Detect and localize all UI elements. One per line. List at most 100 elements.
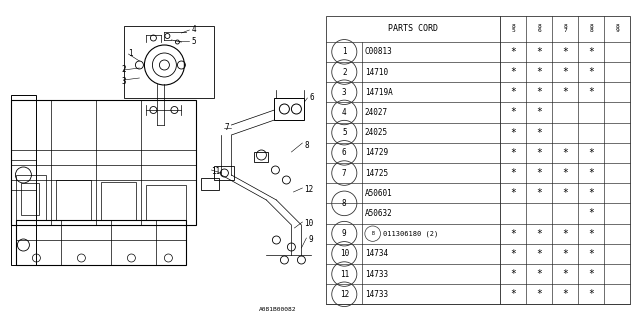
Text: *: * [510, 168, 516, 178]
Text: 14733: 14733 [365, 290, 388, 299]
Text: *: * [589, 269, 595, 279]
Text: 8: 8 [342, 199, 347, 208]
Text: 14734: 14734 [365, 249, 388, 258]
Text: 5: 5 [342, 128, 347, 137]
Text: *: * [510, 128, 516, 138]
Bar [124, 26, 214, 98]
Text: 8
5: 8 5 [511, 24, 515, 33]
Text: *: * [589, 249, 595, 259]
Text: *: * [563, 47, 568, 57]
Text: 14719A: 14719A [365, 88, 392, 97]
Text: *: * [536, 128, 542, 138]
Text: 4: 4 [191, 26, 196, 35]
Text: *: * [563, 249, 568, 259]
Text: 14733: 14733 [365, 269, 388, 279]
Bar [12, 95, 36, 265]
Text: *: * [589, 47, 595, 57]
Text: C00813: C00813 [365, 47, 392, 56]
Text: 7: 7 [225, 124, 229, 132]
Text: 8: 8 [305, 140, 309, 149]
Text: *: * [589, 208, 595, 219]
Bar [21, 183, 40, 215]
Text: *: * [510, 47, 516, 57]
Text: PARTS CORD: PARTS CORD [388, 24, 438, 33]
Text: *: * [563, 188, 568, 198]
Text: *: * [510, 108, 516, 117]
Text: *: * [563, 289, 568, 299]
Bar [56, 180, 92, 220]
Text: 11: 11 [211, 167, 221, 177]
Bar [17, 175, 47, 220]
Text: 9: 9 [308, 236, 313, 244]
Text: *: * [536, 87, 542, 97]
Text: 5: 5 [191, 37, 196, 46]
Text: *: * [536, 229, 542, 239]
Text: *: * [536, 148, 542, 158]
Bar [17, 220, 186, 265]
Text: *: * [563, 269, 568, 279]
Text: 3: 3 [122, 77, 126, 86]
Text: B: B [371, 231, 374, 236]
Text: *: * [563, 87, 568, 97]
Text: 6: 6 [342, 148, 347, 157]
Text: 2: 2 [122, 66, 126, 75]
Text: *: * [510, 188, 516, 198]
Text: 11: 11 [340, 269, 349, 279]
Text: 24025: 24025 [365, 128, 388, 137]
Bar [255, 152, 268, 162]
Text: 24027: 24027 [365, 108, 388, 117]
Text: A50632: A50632 [365, 209, 392, 218]
Text: 6: 6 [309, 93, 314, 102]
Text: *: * [563, 67, 568, 77]
Text: 2: 2 [342, 68, 347, 76]
Text: *: * [510, 87, 516, 97]
Text: *: * [536, 67, 542, 77]
Text: 8
7: 8 7 [563, 24, 567, 33]
Text: 10: 10 [305, 220, 314, 228]
Text: 1: 1 [129, 50, 133, 59]
Bar [101, 182, 136, 220]
Bar [214, 166, 234, 180]
Text: *: * [589, 229, 595, 239]
Text: 14725: 14725 [365, 169, 388, 178]
Text: 14729: 14729 [365, 148, 388, 157]
Text: A50601: A50601 [365, 189, 392, 198]
Text: *: * [589, 289, 595, 299]
Text: *: * [536, 47, 542, 57]
Text: 7: 7 [342, 169, 347, 178]
Text: *: * [510, 67, 516, 77]
Text: *: * [510, 148, 516, 158]
Text: *: * [536, 269, 542, 279]
Bar [147, 185, 186, 220]
Text: 9: 9 [342, 229, 347, 238]
Text: *: * [510, 229, 516, 239]
Text: *: * [589, 148, 595, 158]
Bar [202, 178, 220, 190]
Text: *: * [536, 168, 542, 178]
Text: 12: 12 [340, 290, 349, 299]
Text: 011306180 (2): 011306180 (2) [383, 230, 438, 237]
Text: *: * [510, 289, 516, 299]
Text: 8
9: 8 9 [616, 24, 620, 33]
Text: *: * [536, 289, 542, 299]
Text: *: * [563, 229, 568, 239]
Text: *: * [510, 269, 516, 279]
Text: *: * [563, 148, 568, 158]
Bar [275, 98, 305, 120]
Text: *: * [589, 168, 595, 178]
Text: 4: 4 [342, 108, 347, 117]
Bar [12, 100, 196, 225]
Text: *: * [589, 87, 595, 97]
Text: 8
6: 8 6 [538, 24, 541, 33]
Text: 10: 10 [340, 249, 349, 258]
Text: *: * [510, 249, 516, 259]
Text: 8
8: 8 8 [589, 24, 593, 33]
Text: *: * [563, 168, 568, 178]
Text: *: * [536, 108, 542, 117]
Text: *: * [589, 67, 595, 77]
Text: 14710: 14710 [365, 68, 388, 76]
Text: *: * [536, 249, 542, 259]
Text: 1: 1 [342, 47, 347, 56]
Text: A081B00082: A081B00082 [259, 307, 296, 312]
Text: *: * [589, 188, 595, 198]
